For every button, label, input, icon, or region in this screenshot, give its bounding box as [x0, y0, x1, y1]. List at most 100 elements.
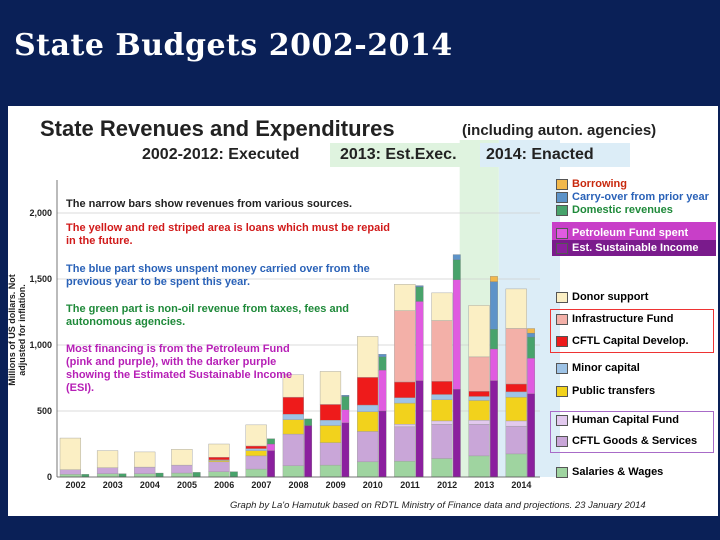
revenue-segment-esi [378, 410, 387, 478]
bar-segment-goods [319, 442, 342, 466]
x-tick-label: 2007 [251, 480, 271, 490]
bar-segment-minor_cap [394, 397, 416, 404]
bar-segment-salaries [134, 473, 156, 478]
bar-segment-salaries [319, 464, 342, 478]
revenue-segment-domestic [527, 336, 535, 359]
bar-segment-cftl_cap [319, 404, 342, 421]
bar-segment-transfers [431, 399, 453, 422]
x-tick-label: 2014 [511, 480, 531, 490]
legend-swatch-esi [556, 242, 568, 254]
bar-segment-human_cap [394, 424, 416, 428]
bar-segment-goods [505, 425, 527, 455]
bar-segment-donor [245, 424, 267, 447]
legend-item-cftl-capital: CFTL Capital Develop. [556, 335, 689, 347]
revenue-segment-carry [452, 254, 461, 261]
x-tick-label: 2005 [177, 480, 197, 490]
legend-swatch-goods [556, 435, 568, 447]
bar-segment-donor [171, 449, 193, 466]
bar-segment-transfers [282, 419, 304, 435]
revenue-segment-carry [378, 354, 387, 358]
legend-item-donor: Donor support [556, 291, 648, 303]
legend-swatch-human-capital [556, 414, 568, 426]
bar-segment-salaries [357, 461, 379, 478]
revenue-segment-pf_spent [378, 369, 387, 412]
legend-label-borrowing: Borrowing [572, 178, 627, 190]
bar-segment-salaries [431, 458, 453, 478]
revenue-segment-esi [490, 380, 498, 478]
legend-swatch-domestic [556, 204, 568, 216]
x-tick-label: 2010 [363, 480, 383, 490]
bar-segment-goods [59, 469, 82, 475]
legend-swatch-petroleum-fund [556, 227, 568, 239]
bar-segment-donor [208, 443, 230, 458]
bar-segment-human_cap [431, 420, 453, 425]
y-tick-label: 0 [47, 472, 52, 482]
revenue-segment-esi [341, 422, 350, 478]
revenue-segment-borrowing [527, 328, 535, 334]
bar-segment-cftl_cap [431, 381, 453, 395]
legend-item-borrowing: Borrowing [556, 178, 627, 190]
legend-label-carry-over: Carry-over from prior year [572, 191, 709, 203]
bar-segment-donor [282, 374, 304, 398]
bar-segment-minor_cap [468, 396, 490, 401]
bar-segment-infra [431, 320, 453, 382]
bar-segment-cftl_cap [245, 445, 267, 449]
bar-segment-minor_cap [282, 414, 304, 420]
legend-label-transfers: Public transfers [572, 385, 656, 397]
annotation-petroleum-fund: Most financing is from the Petroleum Fun… [66, 343, 293, 394]
revenue-segment-esi [415, 380, 424, 478]
slide-title: State Budgets 2002-2014 [14, 28, 453, 63]
chart-credit: Graph by La'o Hamutuk based on RDTL Mini… [230, 500, 646, 511]
legend-swatch-borrowing [556, 178, 568, 190]
legend-item-petroleum-fund: Petroleum Fund spent [556, 227, 688, 239]
bar-segment-cftl_cap [208, 457, 230, 461]
bar-segment-minor_cap [245, 448, 267, 451]
bar-segment-salaries [468, 455, 490, 478]
legend-item-human-capital: Human Capital Fund [556, 414, 679, 426]
bar-segment-human_cap [505, 420, 527, 427]
bar-segment-goods [431, 424, 453, 459]
bar-segment-minor_cap [431, 394, 453, 400]
bar-segment-transfers [394, 402, 416, 425]
bar-segment-donor [505, 288, 527, 329]
revenue-segment-domestic [304, 418, 313, 426]
bar-segment-cftl_cap [282, 396, 304, 415]
legend-item-esi: Est. Sustainable Income [556, 242, 699, 254]
legend-label-goods: CFTL Goods & Services [572, 435, 698, 447]
revenue-segment-domestic [267, 438, 275, 445]
y-tick-label: 1,500 [29, 274, 52, 284]
x-tick-label: 2009 [326, 480, 346, 490]
revenue-segment-carry [490, 281, 498, 330]
revenue-segment-borrowing [490, 276, 498, 282]
bar-segment-salaries [171, 472, 193, 478]
revenue-segment-esi [452, 389, 461, 478]
period-box-enacted [480, 143, 630, 167]
revenue-segment-domestic [155, 472, 164, 478]
period-box-executed [138, 143, 324, 167]
bar-segment-human_cap [468, 420, 490, 425]
bar-segment-cftl_cap [468, 391, 490, 397]
bar-segment-goods [394, 426, 416, 462]
x-tick-label: 2011 [400, 480, 420, 490]
bar-segment-goods [282, 433, 304, 466]
legend-goods-box [550, 411, 714, 453]
legend-item-minor-capital: Minor capital [556, 362, 640, 374]
legend-swatch-infra [556, 313, 568, 325]
revenue-segment-pf_spent [527, 358, 535, 394]
annotation-carry-over: The blue part shows unspent money carrie… [66, 263, 370, 288]
period-label-enacted: 2014: Enacted [486, 146, 594, 163]
bar-segment-infra [468, 356, 490, 392]
revenue-segment-domestic [118, 473, 127, 478]
legend-label-minor-capital: Minor capital [572, 362, 640, 374]
legend-item-domestic: Domestic revenues [556, 204, 673, 216]
bar-segment-transfers [245, 450, 267, 457]
x-tick-label: 2012 [437, 480, 457, 490]
legend-label-donor: Donor support [572, 291, 649, 303]
bar-segment-salaries [245, 468, 267, 478]
bar-segment-goods [171, 464, 193, 474]
revenue-segment-esi [267, 450, 275, 478]
bar-segment-infra [394, 310, 416, 383]
y-tick-label: 2,000 [29, 208, 52, 218]
revenue-segment-esi [304, 425, 313, 478]
x-tick-label: 2003 [103, 480, 123, 490]
